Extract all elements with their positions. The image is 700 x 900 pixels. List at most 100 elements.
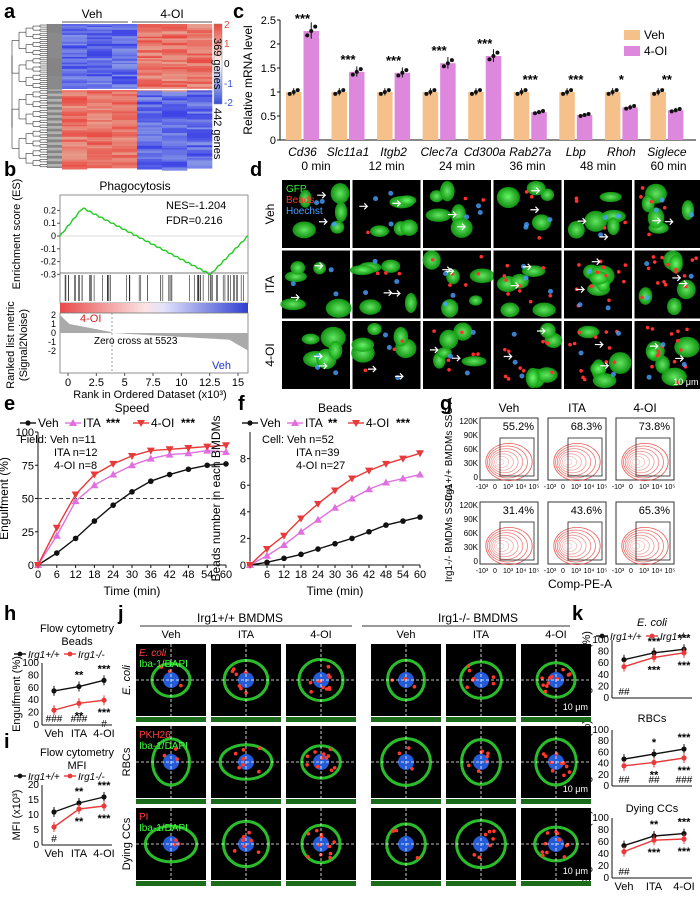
heatmap-cell <box>112 150 138 153</box>
heatmap-cell <box>62 57 88 59</box>
heatmap-cell <box>137 25 163 28</box>
chart-title: MFI <box>68 760 87 772</box>
point-ITA <box>146 454 155 462</box>
bead <box>682 274 687 278</box>
flow-gate-percent: 55.2% <box>503 421 534 433</box>
contour <box>623 529 664 563</box>
data-point <box>669 109 674 114</box>
n-label: 4-OI n=8 <box>54 460 97 472</box>
heatmap-cell <box>87 74 113 77</box>
panel-label-j: j <box>117 603 124 625</box>
heatmap-cell <box>187 63 213 67</box>
bead <box>548 293 553 298</box>
heatmap-cell <box>112 34 138 37</box>
heatmap-cell <box>137 140 163 142</box>
heatmap-cell <box>162 65 188 68</box>
heatmap-cell <box>62 67 88 70</box>
engulfed-particle <box>329 768 334 773</box>
engulfed-particle <box>397 751 402 756</box>
bead <box>579 368 583 373</box>
bar-ylabel: Relative mRNA level <box>241 25 255 134</box>
data-point <box>378 91 383 96</box>
ytick: 100 <box>592 635 609 646</box>
bead <box>604 330 609 334</box>
data-point <box>341 88 346 93</box>
engulfed-particle <box>247 830 251 835</box>
cell <box>469 295 483 306</box>
bead <box>604 273 608 278</box>
colorbar-tick: 2 <box>224 20 230 31</box>
confocal-row-label: Dying CCs <box>121 817 133 870</box>
gsea-title: Phagocytosis <box>99 179 170 193</box>
confocal-column-label: 4-OI <box>545 629 566 641</box>
heatmap-cell <box>137 29 163 32</box>
heatmap-cell <box>137 60 163 64</box>
ytick: 80 <box>598 825 610 836</box>
heatmap-cell <box>62 110 88 112</box>
heatmap-cell <box>62 139 88 143</box>
heatmap-cell <box>112 38 138 42</box>
heatmap-cell <box>137 27 163 30</box>
xtick: 24 <box>312 569 324 581</box>
cell <box>531 214 551 231</box>
arrow-marker <box>664 218 674 226</box>
legend-label: Irg1-/- <box>78 772 105 783</box>
orthogonal-slice <box>286 717 356 722</box>
ytick: 100 <box>22 658 39 669</box>
heatmap-cell <box>137 132 163 135</box>
heatmap-cell <box>62 91 88 94</box>
cell <box>367 323 382 336</box>
heatmap-cell <box>87 41 113 45</box>
flow-ytick: 90K <box>464 431 479 440</box>
ytick: 5 <box>33 825 39 836</box>
cell <box>496 186 520 208</box>
arrow-marker <box>672 274 682 282</box>
xtick: 42 <box>363 569 375 581</box>
heatmap-cell <box>137 135 163 139</box>
panel-label-a: a <box>4 1 16 23</box>
arrow-marker <box>649 342 659 350</box>
heatmap-cell <box>137 144 163 147</box>
ytick: 80 <box>598 736 610 747</box>
point-Irg1-/- <box>101 803 107 809</box>
cell <box>469 268 495 284</box>
heatmap-cell <box>187 69 213 73</box>
heatmap-cell <box>187 159 213 161</box>
point-4-OI <box>203 443 212 451</box>
orthogonal-slice <box>136 881 206 886</box>
flow-column-label: 4-OI <box>633 401 656 415</box>
arrow-marker <box>394 372 404 380</box>
bead <box>672 359 677 364</box>
significance-bottom: ** <box>75 710 84 722</box>
point-ITA <box>365 485 373 493</box>
heatmap-cell <box>62 73 88 77</box>
data-point <box>491 54 496 58</box>
nucleus <box>644 261 650 267</box>
confocal-column-label: Veh <box>397 629 416 641</box>
panel-label-i: i <box>4 731 10 753</box>
engulfed-particle <box>491 675 496 679</box>
cell <box>647 207 665 229</box>
heatmap-cell <box>87 165 113 169</box>
point-ITA <box>263 551 271 559</box>
heatmap-cell <box>162 118 188 121</box>
nucleus <box>587 268 593 274</box>
ytick: 60 <box>598 837 610 848</box>
heatmap-cell <box>187 44 213 47</box>
bead <box>521 368 526 373</box>
cell <box>500 302 520 318</box>
heatmap-cell <box>162 114 188 118</box>
bead <box>430 257 435 262</box>
heatmap-cell <box>162 106 188 110</box>
point-ITA <box>331 503 339 511</box>
bar-4-OI-Cd36 <box>303 31 319 140</box>
heatmap-cell <box>187 36 213 39</box>
legend-marker <box>137 420 145 427</box>
heatmap-cell <box>187 140 213 143</box>
bead <box>676 339 680 343</box>
heatmap-cell <box>162 26 188 30</box>
cell <box>334 201 348 223</box>
heatmap-cell <box>62 79 88 81</box>
point-Irg1+/+ <box>76 683 82 690</box>
